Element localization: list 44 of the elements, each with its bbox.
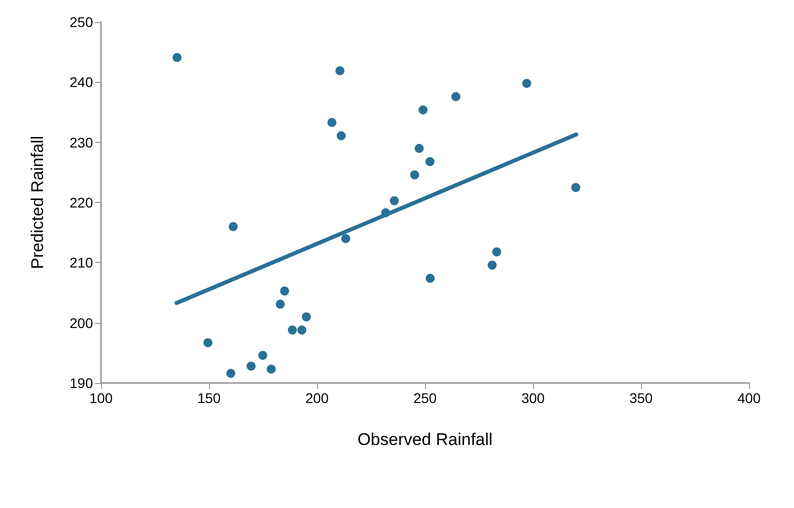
point [390,196,399,206]
point [203,338,212,348]
x-tick-label: 100 [89,390,113,406]
point [228,222,238,232]
point [327,118,336,127]
y-tick-label: 220 [70,194,94,210]
x-tick-label: 250 [413,390,437,406]
x-tick-label: 350 [629,390,653,406]
x-tick-label: 400 [737,390,761,406]
point [381,208,390,218]
point [258,350,268,360]
point [414,144,424,153]
point [425,157,434,166]
x-tick-label: 300 [521,390,545,406]
y-tick-label: 240 [70,74,94,90]
point [266,364,276,374]
x-tick-label: 150 [197,390,221,406]
y-tick-label: 230 [70,134,94,150]
point [280,286,290,296]
point [451,92,460,102]
point [172,53,182,62]
point [341,234,350,244]
point [418,105,428,114]
point [522,78,532,88]
point [226,368,236,378]
y-tick-label: 250 [70,14,94,30]
point [335,66,344,76]
x-tick-label: 200 [305,390,329,406]
point [492,247,502,256]
y-tick-label: 190 [70,375,94,391]
point [297,326,306,335]
x-axis-title: Observed Rainfall [357,430,493,449]
point [488,260,497,270]
point [571,182,580,192]
point [302,312,311,322]
point [246,362,256,371]
point [426,274,435,283]
y-tick-label: 210 [70,254,94,271]
point [288,326,297,335]
point [276,300,285,309]
y-tick-label: 200 [70,314,94,331]
point [410,170,420,180]
y-axis-title: Predicted Rainfall [28,136,47,270]
point [336,131,346,140]
